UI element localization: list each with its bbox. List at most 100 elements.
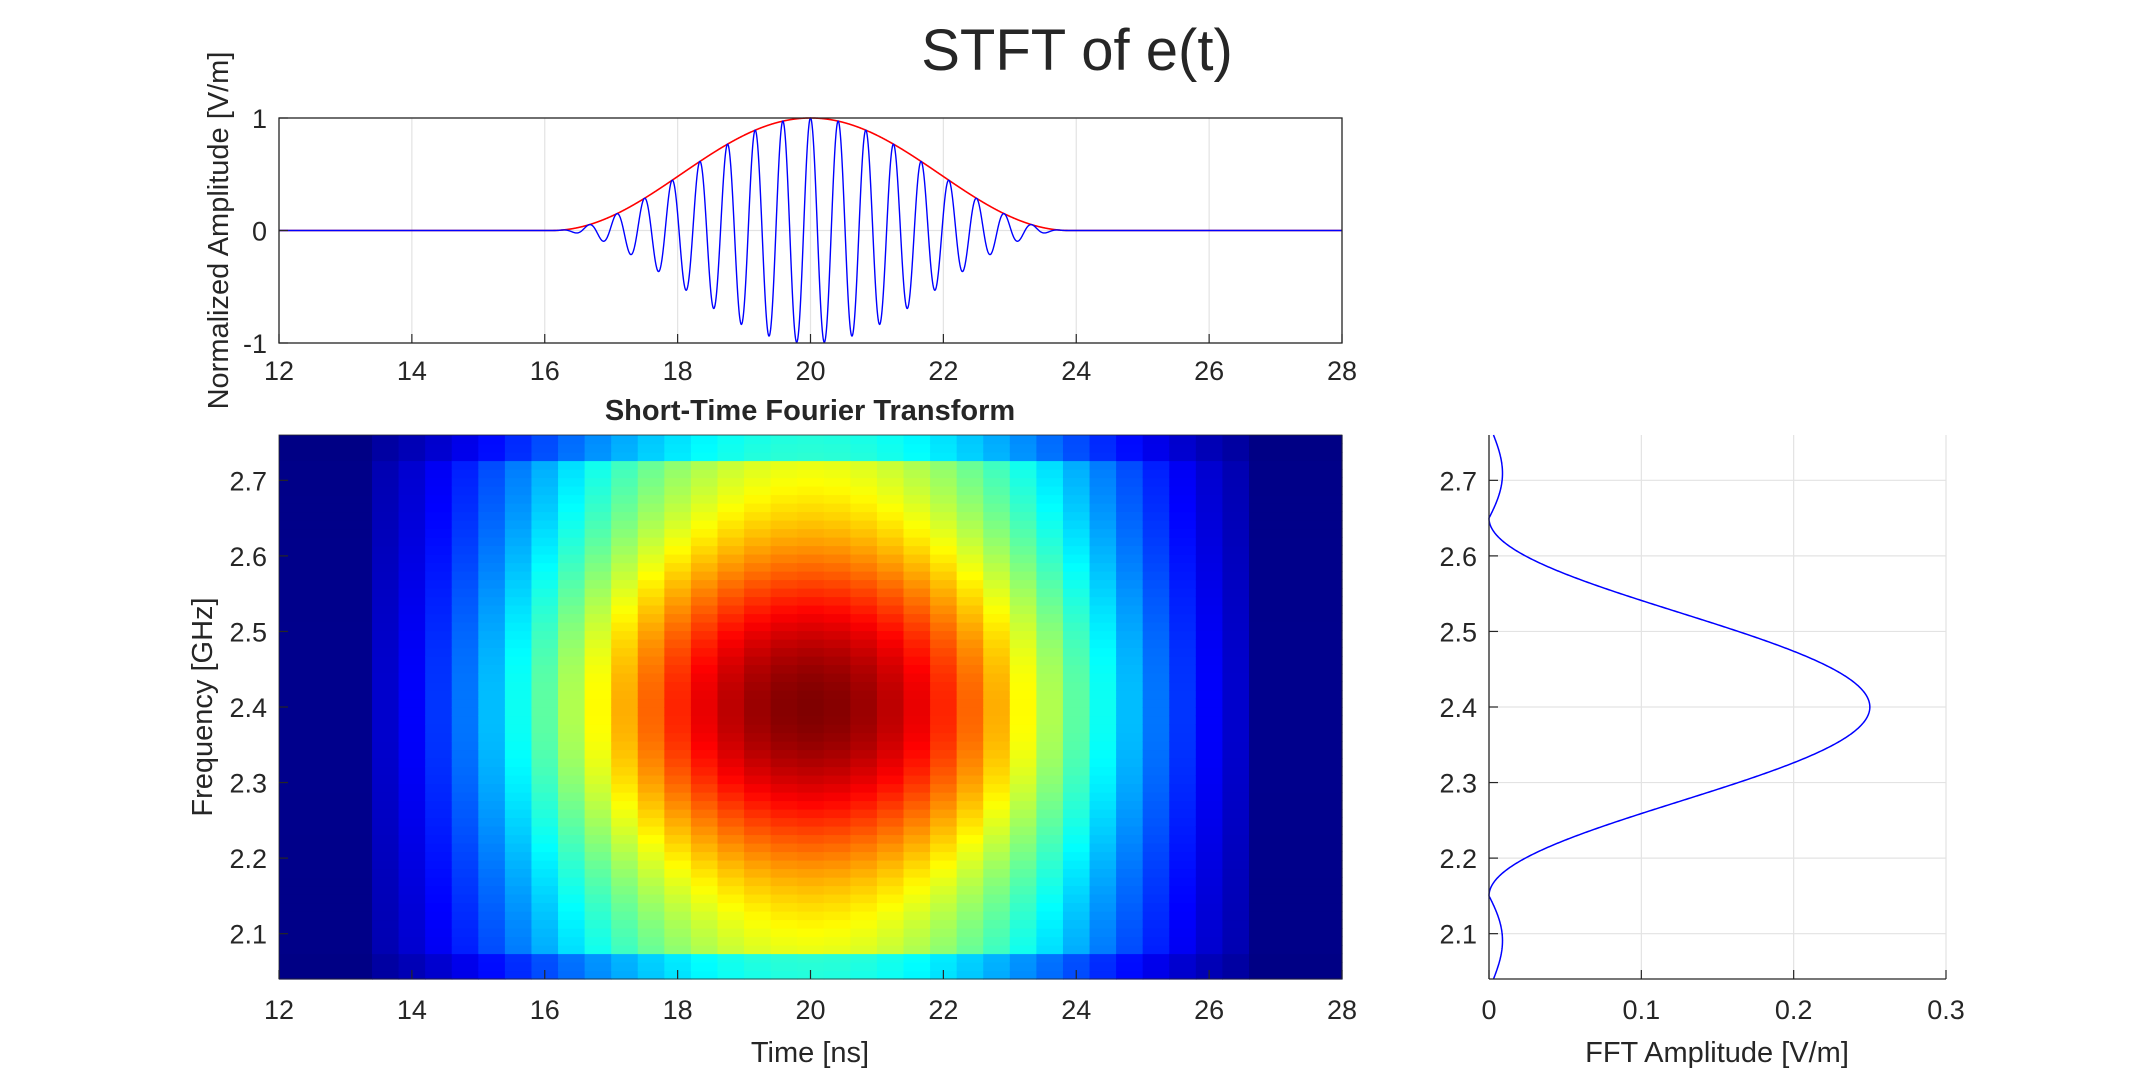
stft-cell [744,537,772,547]
stft-cell [1062,596,1091,606]
stft-cell [1116,681,1144,691]
stft-cell [956,664,984,674]
stft-cell [797,732,825,742]
stft-cell [372,834,400,844]
stft-cell [770,707,798,717]
stft-cell [584,775,612,785]
stft-cell [930,919,958,929]
stft-cell [372,486,400,496]
stft-cell [1248,783,1343,793]
stft-cell [504,477,533,487]
stft-cell [1062,511,1091,521]
stft-cell [770,732,798,742]
stft-cell [279,622,373,632]
stft-cell [1089,562,1117,572]
stft-cell [956,613,984,623]
stft-cell [717,936,745,946]
stft-cell [372,775,400,785]
stft-cell [1116,596,1144,606]
stft-cell [372,528,400,538]
stft-cell [478,826,506,836]
stft-cell [770,894,798,904]
stft-cell [903,919,931,929]
stft-cell [876,715,905,725]
stft-cell [770,843,798,853]
stft-cell [279,945,373,955]
stft-cell [823,435,851,445]
stft-cell [876,860,905,870]
stft-cell [478,494,506,504]
stft-cell [1009,826,1037,836]
stft-cell [1062,681,1091,691]
stft-cell [611,851,639,861]
stft-cell [1222,868,1250,878]
stft-cell [1195,554,1224,564]
stft-cell [531,639,559,649]
stft-cell [611,622,639,632]
stft-cell [1036,537,1064,547]
stft-cell [611,749,639,759]
stft-cell [558,630,586,640]
stft-cell [372,928,400,938]
stft-cell [1009,741,1037,751]
stft-cell [372,511,400,521]
stft-cell [770,690,798,700]
stft-cell [956,690,984,700]
stft-cell [876,511,905,521]
stft-cell [279,877,373,887]
stft-cell [823,673,851,683]
stft-time-bin [1195,435,1224,980]
stft-cell [770,936,798,946]
stft-cell [425,690,453,700]
stft-cell [478,681,506,691]
fft-spectrum-x-axis-label: FFT Amplitude [V/m] [1585,1037,1849,1069]
stft-cell [1248,452,1343,462]
stft-cell [903,579,931,589]
stft-cell [930,936,958,946]
stft-cell [717,460,745,470]
stft-cell [451,783,479,793]
stft-cell [558,970,586,980]
stft-cell [279,902,373,912]
stft-cell [398,868,426,878]
stft-cell [372,698,400,708]
stft-cell [797,503,825,513]
stft-cell [1142,707,1170,717]
stft-cell [558,741,586,751]
stft-cell [1169,452,1197,462]
stft-cell [372,885,400,895]
stft-cell [1142,970,1170,980]
stft-cell [1062,613,1091,623]
stft-cell [1195,962,1224,972]
stft-cell [611,868,639,878]
stft-cell [372,877,400,887]
stft-cell [584,690,612,700]
stft-cell [770,528,798,538]
stft-cell [584,860,612,870]
stft-cell [797,809,825,819]
stft-cell [903,766,931,776]
stft-cell [1116,792,1144,802]
stft-cell [717,503,745,513]
stft-cell [531,945,559,955]
stft-cell [584,681,612,691]
stft-cell [279,579,373,589]
stft-cell [584,613,612,623]
stft-cell [558,945,586,955]
stft-cell [956,605,984,615]
stft-cell [903,724,931,734]
stft-cell [1036,460,1064,470]
stft-cell [504,724,533,734]
stft-cell [664,953,692,963]
stft-time-bin [876,435,905,980]
stft-cell [664,783,692,793]
stft-cell [531,715,559,725]
stft-cell [372,647,400,657]
stft-cell [956,919,984,929]
stft-cell [1248,511,1343,521]
stft-cell [398,877,426,887]
stft-cell [1062,792,1091,802]
stft-cell [1009,673,1037,683]
stft-cell [1116,673,1144,683]
stft-cell [637,792,665,802]
